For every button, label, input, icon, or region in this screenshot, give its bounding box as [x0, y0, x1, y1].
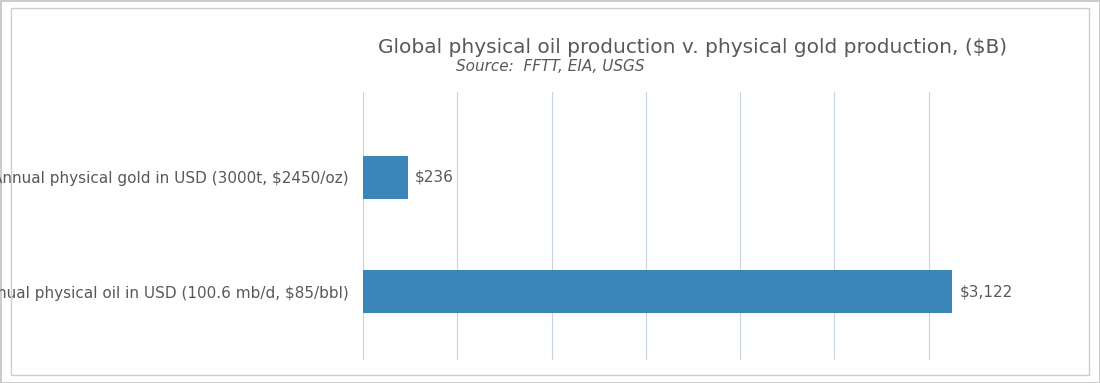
Text: $236: $236 — [415, 170, 454, 185]
Title: Global physical oil production v. physical gold production, ($B): Global physical oil production v. physic… — [378, 38, 1008, 57]
Bar — [363, 270, 951, 313]
Text: $3,122: $3,122 — [959, 284, 1012, 299]
Text: Source:  FFTT, EIA, USGS: Source: FFTT, EIA, USGS — [455, 59, 645, 74]
Bar — [363, 156, 407, 199]
